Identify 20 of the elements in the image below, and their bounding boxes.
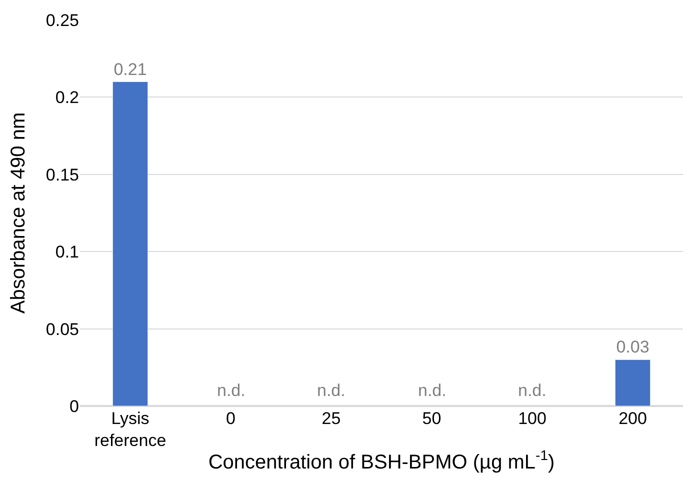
y-tick-label: 0.2 — [55, 88, 79, 108]
data-label: 0.21 — [114, 60, 147, 79]
text: n.d. — [217, 381, 246, 400]
data-label: 0.03 — [616, 338, 650, 357]
x-tick-label: 50 — [422, 409, 442, 428]
text: n.d. — [418, 381, 446, 400]
y-axis-title: Absorbance at 490 nm — [7, 112, 30, 314]
x-tick-label: Lysis reference — [94, 409, 166, 450]
y-tick-label: 0.1 — [55, 242, 79, 262]
y-tick-label: 0 — [70, 396, 79, 416]
x-tick-label: 200 — [618, 409, 647, 428]
x-axis-title: Concentration of BSH-BPMO (µg mL$^{-1}$) — [208, 447, 555, 474]
x-tick-label: 0 — [226, 409, 236, 428]
text: n.d. — [317, 381, 346, 400]
y-tick-label: 0.25 — [46, 10, 79, 30]
x-tick-label: 100 — [518, 409, 546, 428]
y-tick-label: 0.15 — [46, 165, 79, 184]
y-tick-label: 0.05 — [46, 320, 79, 339]
text: n.d. — [518, 381, 546, 400]
x-tick-label: 25 — [322, 409, 341, 428]
